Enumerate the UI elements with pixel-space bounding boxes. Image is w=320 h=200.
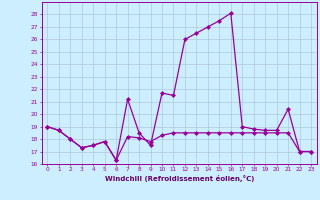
X-axis label: Windchill (Refroidissement éolien,°C): Windchill (Refroidissement éolien,°C): [105, 175, 254, 182]
